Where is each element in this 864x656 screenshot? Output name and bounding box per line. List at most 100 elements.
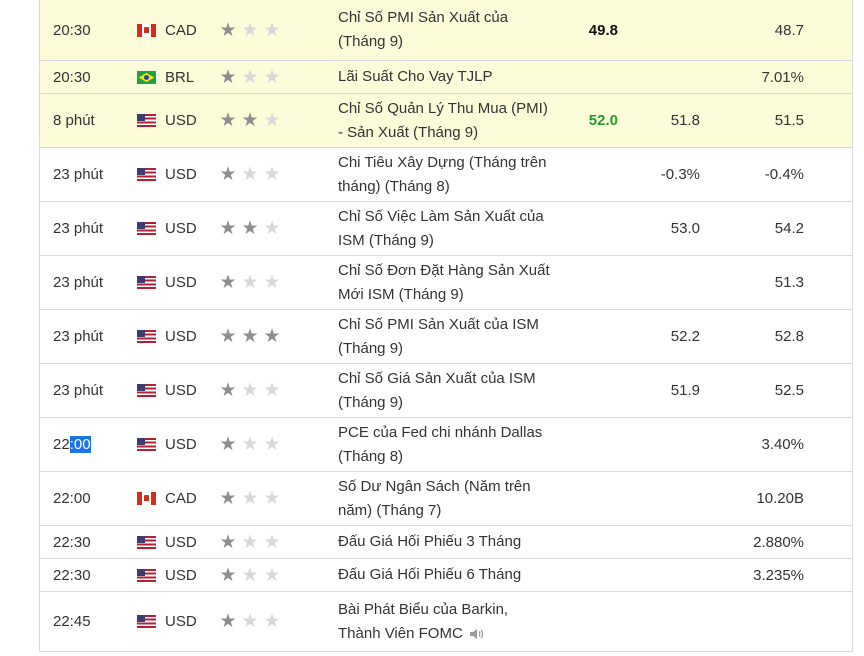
event-name-line[interactable]: Mới ISM (Tháng 9) (338, 285, 464, 303)
actual-value (560, 526, 618, 558)
previous-value: -0.4% (764, 166, 804, 183)
event-name-line[interactable]: Chỉ Số Đơn Đặt Hàng Sản Xuất (338, 261, 550, 279)
event-name[interactable]: Chỉ Số PMI Sản Xuất của ISM (Tháng 9) (338, 310, 568, 363)
event-name[interactable]: PCE của Fed chi nhánh Dallas (Tháng 8) (338, 418, 568, 471)
event-name[interactable]: Chi Tiêu Xây Dựng (Tháng trên tháng) (Thá… (338, 148, 568, 201)
event-name[interactable]: Chỉ Số Đơn Đặt Hàng Sản Xuất Mới ISM (Thá… (338, 256, 568, 309)
star-icon: ★ (241, 272, 259, 293)
event-name-line[interactable]: năm) (Tháng 7) (338, 501, 442, 519)
table-row[interactable]: 20:30 BRL ★ ★ ★ Lãi Suất Cho Vay TJLP 7.01% (40, 61, 852, 94)
event-name-line[interactable]: Chỉ Số Giá Sản Xuất của ISM (338, 369, 536, 387)
event-currency: USD (137, 310, 217, 363)
star-icon: ★ (241, 326, 259, 347)
event-currency: USD (137, 526, 217, 558)
event-time-text: 23 phút (53, 166, 104, 183)
event-name-line[interactable]: tháng) (Tháng 8) (338, 177, 450, 195)
event-name-line[interactable]: (Tháng 9) (338, 339, 404, 357)
star-icon: ★ (241, 531, 259, 553)
event-name[interactable]: Bài Phát Biểu của Barkin, Thành Viên FOMC (338, 592, 568, 651)
table-row[interactable]: 22:00 USD ★ ★ ★ PCE của Fed chi nhánh Dallas(… (40, 418, 852, 472)
actual-value (560, 418, 618, 471)
event-name-line[interactable]: - Sản Xuất (Tháng 9) (338, 123, 479, 141)
table-row[interactable]: 23 phút USD ★ ★ ★ Chi Tiêu Xây Dựng (Tháng tr… (40, 148, 852, 202)
table-row[interactable]: 22:00 CAD ★ ★ ★ Số Dư Ngân Sách (Năm trên năm)… (40, 472, 852, 526)
event-name[interactable]: Lãi Suất Cho Vay TJLP (338, 61, 568, 93)
event-time: 23 phút (53, 148, 133, 201)
actual-value (560, 202, 618, 255)
importance-rating: ★ ★ ★ (217, 256, 317, 309)
speaker-icon[interactable] (469, 627, 485, 641)
star-icon: ★ (263, 531, 281, 553)
event-name-line[interactable]: Chi Tiêu Xây Dựng (Tháng trên (338, 153, 547, 171)
table-row[interactable]: 22:45 USD ★ ★ ★ Bài Phát Biểu của Barkin, Thàn… (40, 592, 852, 652)
event-name-line-wrap: Thành Viên FOMC (338, 622, 508, 646)
star-icon: ★ (263, 19, 281, 41)
event-currency: USD (137, 592, 217, 651)
previous-value: 51.5 (774, 112, 804, 129)
table-row[interactable]: 23 phút USD ★ ★ ★ Chỉ Số PMI Sản Xuất của ISM… (40, 310, 852, 364)
event-name-line[interactable]: Chỉ Số Quản Lý Thu Mua (PMI) (338, 99, 548, 117)
event-name-line[interactable]: (Tháng 8) (338, 447, 404, 465)
table-row[interactable]: 23 phút USD ★ ★ ★ Chỉ Số Việc Làm Sản Xuất củ… (40, 202, 852, 256)
star-icon: ★ (263, 564, 281, 586)
event-name[interactable]: Chỉ Số Quản Lý Thu Mua (PMI) - Sản Xuất (… (338, 94, 568, 147)
star-icon: ★ (219, 326, 237, 347)
star-icon: ★ (219, 611, 237, 632)
forecast-value (640, 0, 700, 60)
event-name-line[interactable]: Số Dư Ngân Sách (Năm trên (338, 477, 531, 495)
event-name-line[interactable]: (Tháng 9) (338, 33, 404, 50)
actual-value: 49.8 (588, 21, 618, 39)
previous-value: 52.5 (774, 382, 804, 399)
event-name[interactable]: Đấu Giá Hối Phiếu 6 Tháng (338, 559, 568, 591)
currency-code: BRL (165, 68, 195, 86)
star-icon: ★ (219, 564, 237, 586)
flag-us-icon (137, 168, 156, 181)
event-time: 8 phút (53, 94, 133, 147)
event-name[interactable]: Chỉ Số Giá Sản Xuất của ISM (Tháng 9) (338, 364, 568, 417)
event-name-line[interactable]: Chỉ Số PMI Sản Xuất của ISM (338, 315, 539, 333)
event-time-text: 22:30 (53, 566, 91, 584)
currency-code: CAD (165, 21, 197, 39)
event-name-line[interactable]: (Tháng 9) (338, 393, 404, 411)
star-icon: ★ (219, 531, 237, 553)
event-name-line[interactable]: Đấu Giá Hối Phiếu 6 Tháng (338, 566, 522, 583)
event-name[interactable]: Chỉ Số PMI Sản Xuất của (Tháng 9) (338, 0, 568, 60)
table-row[interactable]: 8 phút USD ★ ★ ★ Chỉ Số Quản Lý Thu Mua (PMI)… (40, 94, 852, 148)
table-row[interactable]: 22:30 USD ★ ★ ★ Đấu Giá Hối Phiếu 3 Tháng 2.88… (40, 526, 852, 559)
currency-code: USD (165, 382, 197, 399)
forecast-value: -0.3% (660, 166, 700, 183)
event-name-line[interactable]: Chỉ Số PMI Sản Xuất của (338, 9, 509, 26)
event-name[interactable]: Đấu Giá Hối Phiếu 3 Tháng (338, 526, 568, 558)
currency-code: USD (165, 274, 197, 291)
event-time: 20:30 (53, 61, 133, 93)
event-time-text: 22:30 (53, 533, 91, 551)
event-currency: USD (137, 94, 217, 147)
table-row[interactable]: 23 phút USD ★ ★ ★ Chỉ Số Giá Sản Xuất của ISM… (40, 364, 852, 418)
currency-code: USD (165, 436, 197, 453)
flag-us-icon (137, 438, 156, 451)
flag-us-icon (137, 222, 156, 235)
event-name-line[interactable]: Chỉ Số Việc Làm Sản Xuất của (338, 207, 544, 225)
importance-rating: ★ ★ ★ (217, 472, 317, 525)
event-name-line[interactable]: Thành Viên FOMC (338, 624, 463, 642)
previous-value (720, 592, 804, 651)
event-name[interactable]: Số Dư Ngân Sách (Năm trên năm) (Tháng 7) (338, 472, 568, 525)
table-row[interactable]: 22:30 USD ★ ★ ★ Đấu Giá Hối Phiếu 6 Tháng 3.23… (40, 559, 852, 592)
table-row[interactable]: 23 phút USD ★ ★ ★ Chỉ Số Đơn Đặt Hàng Sản Xuấ… (40, 256, 852, 310)
event-name-line[interactable]: ISM (Tháng 9) (338, 231, 434, 249)
flag-us-icon (137, 384, 156, 397)
forecast-value: 51.8 (670, 112, 700, 129)
event-name[interactable]: Chỉ Số Việc Làm Sản Xuất của ISM (Tháng 9… (338, 202, 568, 255)
event-name-line[interactable]: PCE của Fed chi nhánh Dallas (338, 423, 543, 441)
event-name-line[interactable]: Bài Phát Biểu của Barkin, (338, 600, 509, 618)
star-icon: ★ (241, 611, 259, 632)
event-name-line[interactable]: Đấu Giá Hối Phiếu 3 Tháng (338, 533, 522, 550)
star-icon: ★ (263, 434, 281, 455)
table-row[interactable]: 20:30 CAD ★ ★ ★ Chỉ Số PMI Sản Xuất của (Tháng… (40, 0, 852, 61)
forecast-value: 51.9 (670, 382, 700, 399)
event-name-line[interactable]: Lãi Suất Cho Vay TJLP (338, 68, 493, 85)
economic-calendar-table: 20:30 CAD ★ ★ ★ Chỉ Số PMI Sản Xuất của (Tháng… (39, 0, 853, 652)
previous-value: 48.7 (774, 21, 804, 39)
star-icon: ★ (241, 380, 259, 401)
event-time: 22:00 (53, 472, 133, 525)
